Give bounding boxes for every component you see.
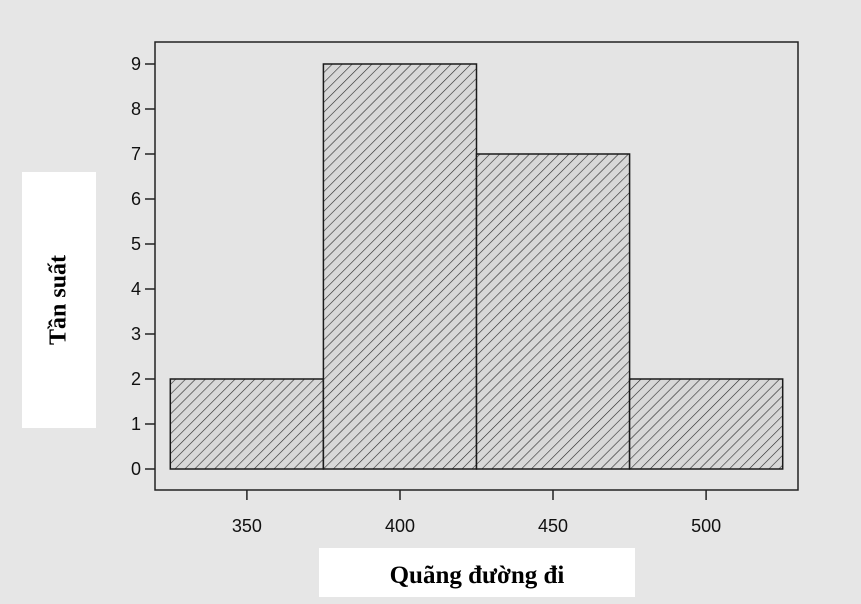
histogram-bar-3 bbox=[475, 153, 631, 470]
y-tick-label: 4 bbox=[131, 279, 141, 299]
histogram-bar-2 bbox=[322, 63, 478, 470]
x-tick-label: 450 bbox=[538, 516, 568, 536]
y-tick-label: 3 bbox=[131, 324, 141, 344]
x-tick-label: 500 bbox=[691, 516, 721, 536]
y-axis-label-box bbox=[22, 172, 96, 428]
y-tick-label: 7 bbox=[131, 144, 141, 164]
y-tick-label: 8 bbox=[131, 99, 141, 119]
y-tick-label: 2 bbox=[131, 369, 141, 389]
y-axis: 0 1 2 3 4 5 6 7 8 9 bbox=[131, 54, 155, 479]
x-axis-label: Quãng đường đi bbox=[389, 562, 565, 589]
y-tick-label: 9 bbox=[131, 54, 141, 74]
y-tick-label: 5 bbox=[131, 234, 141, 254]
x-tick-label: 350 bbox=[232, 516, 262, 536]
histogram-bar-1 bbox=[169, 378, 325, 470]
x-axis-label-box bbox=[319, 548, 635, 597]
y-tick-label: 6 bbox=[131, 189, 141, 209]
x-axis: 350 400 450 500 bbox=[232, 490, 721, 536]
bars-group bbox=[169, 63, 784, 470]
histogram-bar-4 bbox=[628, 378, 784, 470]
y-tick-label: 1 bbox=[131, 414, 141, 434]
y-tick-label: 0 bbox=[131, 459, 141, 479]
x-tick-label: 400 bbox=[385, 516, 415, 536]
y-axis-label: Tần suất bbox=[45, 254, 72, 346]
